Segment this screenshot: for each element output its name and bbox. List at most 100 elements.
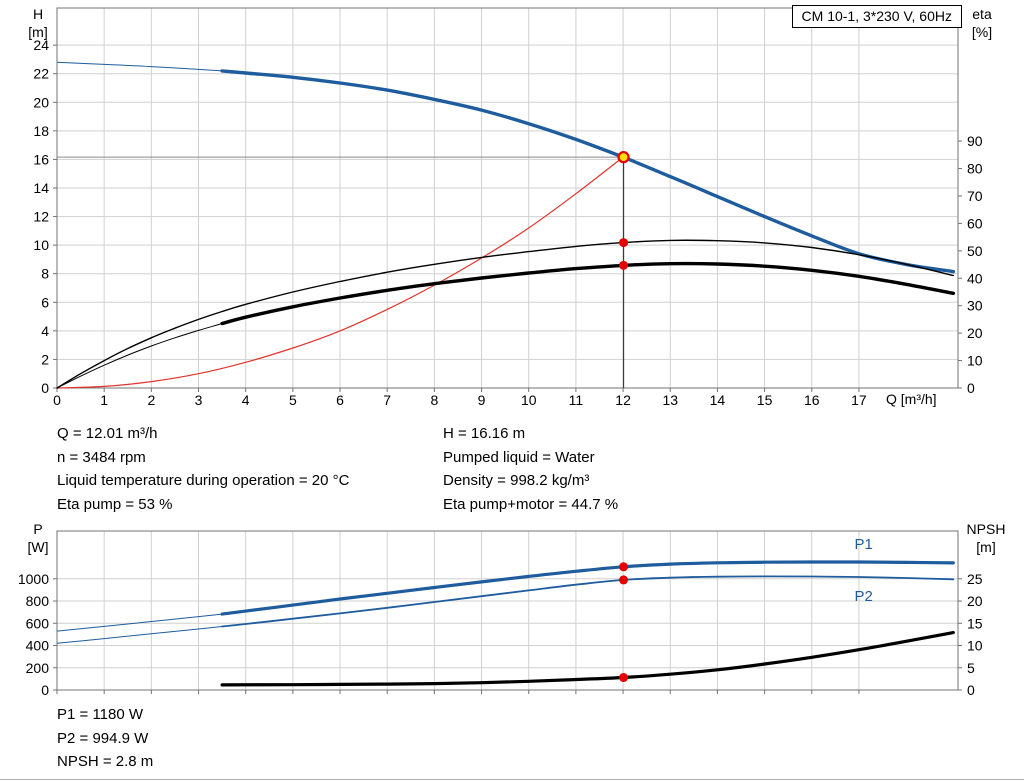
tick-label: 80 (967, 161, 983, 177)
npsh-axis-unit: [m] (976, 539, 996, 555)
tick-label: 3 (195, 392, 203, 408)
curve-eta-pump-motor-lead (56, 323, 223, 389)
tick-label: 0 (967, 682, 975, 698)
tick-label: 20 (967, 593, 983, 609)
series-label-p1: P1 (854, 536, 872, 553)
tick-label: 13 (662, 392, 678, 408)
duty-info-right: H = 16.16 m Pumped liquid = Water Densit… (443, 422, 618, 516)
info-line-npsh: NPSH = 2.8 m (57, 753, 154, 770)
tick-label: 10 (967, 638, 983, 654)
tick-label: 0 (53, 392, 61, 408)
tick-label: 9 (478, 392, 486, 408)
tick-label: 40 (967, 270, 983, 286)
tick-label: 17 (851, 392, 867, 408)
npsh-axis-title: NPSH [m] (952, 520, 1020, 556)
tick-label: 6 (41, 294, 49, 310)
tick-label: 8 (430, 392, 438, 408)
info-line-eta-total: Eta pump+motor = 44.7 % (443, 495, 619, 513)
tick-label: 11 (569, 392, 584, 408)
curve-npsh (220, 631, 955, 687)
info-line-liquid: Pumped liquid = Water (443, 448, 595, 466)
h-axis-symbol: H (32, 6, 44, 22)
tick-label: 18 (33, 123, 49, 139)
h-axis-title: H [m] (18, 5, 58, 41)
duty-info-left: Q = 12.01 m³/h n = 3484 rpm Liquid tempe… (57, 422, 349, 516)
tick-label: 16 (33, 151, 49, 167)
tick-label: 5 (289, 392, 297, 408)
tick-label: 14 (33, 180, 49, 196)
curve-p2-lead (56, 626, 223, 644)
info-line-eta-pump: Eta pump = 53 % (57, 495, 173, 513)
tick-label: 8 (41, 266, 49, 282)
tick-label: 400 (26, 638, 50, 654)
p-axis-unit: [W] (27, 539, 49, 555)
tick-label: 0 (967, 380, 975, 396)
tick-label: 16 (804, 392, 820, 408)
curve-eta-pump (56, 239, 954, 389)
tick-label: 1000 (18, 571, 49, 587)
tick-label: 30 (967, 298, 983, 314)
curve-p1-lead (56, 613, 223, 632)
window-divider (0, 779, 1024, 780)
duty-value-dot (619, 238, 629, 248)
eta-axis-symbol: eta (972, 6, 992, 22)
tick-label: 60 (967, 215, 983, 231)
info-line-p1: P1 = 1180 W (57, 706, 144, 723)
curve-qh-curve-lead (56, 61, 223, 72)
tick-label: 15 (967, 615, 983, 631)
tick-label: 1 (100, 392, 108, 408)
tick-label: 90 (967, 133, 983, 149)
tick-label: 10 (967, 353, 983, 369)
tick-label: 20 (33, 94, 49, 110)
tick-label: 12 (615, 392, 631, 408)
tick-label: 10 (33, 237, 49, 253)
power-info: P1 = 1180 W P2 = 994.9 W NPSH = 2.8 m (57, 703, 153, 774)
tick-label: 2 (41, 351, 49, 367)
tick-label: 0 (41, 682, 49, 698)
curve-p2 (221, 575, 955, 628)
tick-label: 15 (757, 392, 773, 408)
curve-system-curve (56, 156, 624, 389)
tick-label: 6 (336, 392, 344, 408)
tick-label: 22 (33, 66, 49, 82)
tick-label: 70 (967, 188, 983, 204)
series-label-p2: P2 (854, 588, 872, 605)
info-line-q: Q = 12.01 m³/h (57, 425, 158, 442)
tick-label: 50 (967, 243, 983, 259)
info-line-density: Density = 998.2 kg/m³ (443, 472, 590, 489)
tick-label: 7 (383, 392, 391, 408)
curve-eta-pump-motor (220, 261, 955, 326)
tick-label: 2 (147, 392, 155, 408)
plot-border (56, 530, 959, 691)
curve-qh-curve (220, 69, 955, 274)
info-line-rpm: n = 3484 rpm (57, 448, 146, 466)
npsh-axis-symbol: NPSH (966, 521, 1006, 537)
pump-model-badge: CM 10-1, 3*230 V, 60Hz (791, 5, 962, 28)
tick-label: 4 (41, 323, 49, 339)
tick-label: 800 (26, 593, 50, 609)
info-line-p2: P2 = 994.9 W (57, 729, 149, 747)
tick-label: 4 (242, 392, 250, 408)
p-axis-symbol: P (33, 521, 43, 537)
tick-label: 12 (33, 209, 49, 225)
duty-value-dot (619, 575, 629, 585)
tick-label: 10 (521, 392, 537, 408)
tick-label: 24 (33, 37, 49, 53)
tick-label: 14 (710, 392, 726, 408)
eta-axis-unit: [%] (971, 24, 993, 40)
info-line-h: H = 16.16 m (443, 425, 526, 442)
info-line-temperature: Liquid temperature during operation = 20… (57, 472, 350, 489)
duty-value-dot (619, 673, 629, 683)
tick-label: 0 (41, 380, 49, 396)
h-axis-unit: [m] (28, 24, 48, 40)
tick-label: 600 (26, 615, 50, 631)
p-axis-title: P [W] (18, 520, 58, 556)
eta-axis-title: eta [%] (958, 5, 1006, 41)
tick-label: 200 (26, 660, 50, 676)
duty-value-dot (619, 260, 629, 270)
duty-value-dot (619, 562, 629, 572)
curve-p1 (220, 560, 955, 616)
operating-point-marker[interactable] (617, 151, 630, 164)
